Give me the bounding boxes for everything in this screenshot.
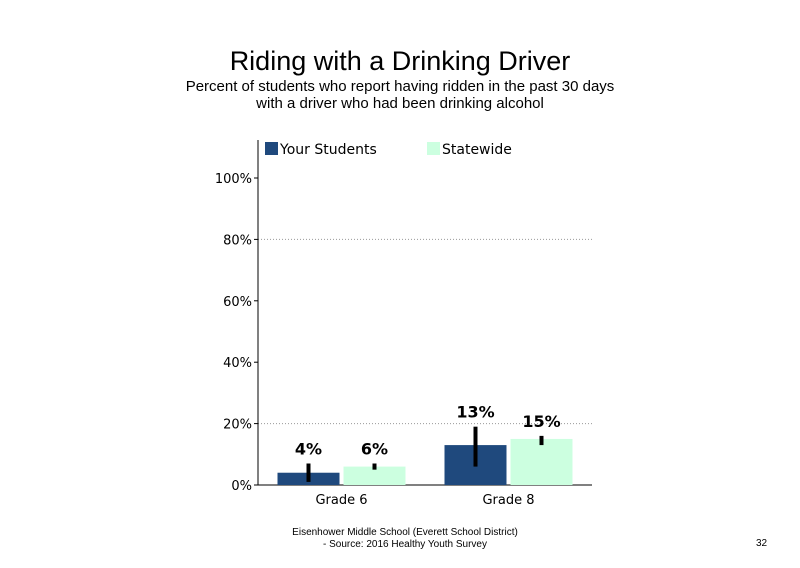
page-number: 32 <box>756 538 768 549</box>
y-tick-label: 20% <box>223 418 252 433</box>
footer-line-2: - Source: 2016 Healthy Youth Survey <box>323 539 487 550</box>
x-tick-label: Grade 8 <box>482 493 534 508</box>
y-tick-label: 80% <box>223 233 252 248</box>
legend-swatch <box>427 142 440 155</box>
data-label: 15% <box>522 412 560 431</box>
legend-swatch <box>265 142 278 155</box>
legend-label: Your Students <box>279 142 377 158</box>
chart-title: Riding with a Drinking Driver <box>229 46 571 76</box>
bar <box>510 438 573 485</box>
x-tick-label: Grade 6 <box>315 493 367 508</box>
subtitle-line-2: with a driver who had been drinking alco… <box>256 95 544 112</box>
y-tick-label: 0% <box>231 479 252 494</box>
data-label: 6% <box>361 440 388 459</box>
legend-label: Statewide <box>442 142 512 158</box>
footer-line-1: Eisenhower Middle School (Everett School… <box>292 527 518 538</box>
data-label: 4% <box>295 440 322 459</box>
y-tick-label: 100% <box>215 172 252 187</box>
bar-chart: 0% 20% 40% 60% 80% 100% Grade 6 4% 6% Grade 8 13% 1… <box>215 140 592 508</box>
y-tick-label: 40% <box>223 356 252 371</box>
bar <box>343 466 406 485</box>
footer-source: Eisenhower Middle School (Everett School… <box>230 527 580 551</box>
subtitle-line-1: Percent of students who report having ri… <box>185 78 615 95</box>
chart-subtitle: Percent of students who report having ri… <box>170 78 630 112</box>
y-tick-label: 60% <box>223 295 252 310</box>
data-label: 13% <box>456 403 494 422</box>
